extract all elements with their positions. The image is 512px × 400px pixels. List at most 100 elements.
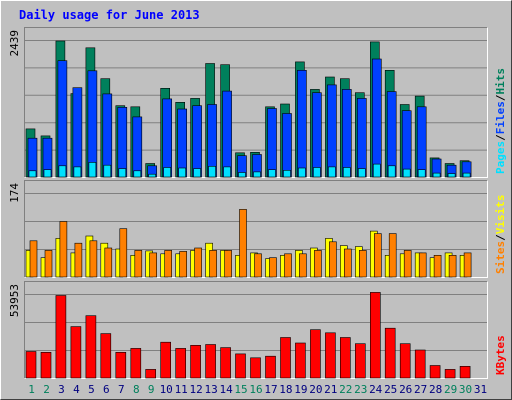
x-tick-day-29: 29 <box>444 383 457 396</box>
panel-bevel-dark <box>24 180 488 278</box>
bar-sites-day-25 <box>388 233 397 278</box>
x-tick-day-25: 25 <box>384 383 397 396</box>
bar-kbytes-day-20 <box>310 329 321 379</box>
bar-pages-day-27 <box>417 169 426 178</box>
bar-files-day-4 <box>72 87 83 178</box>
bar-kbytes-day-27 <box>414 349 426 379</box>
bar-sites-day-8 <box>134 250 143 278</box>
bar-pages-day-29 <box>447 173 456 178</box>
series-legend: Sites/Visits <box>494 195 507 275</box>
legend-pages: Pages <box>494 141 507 174</box>
x-tick-day-3: 3 <box>58 383 65 396</box>
bar-kbytes-day-25 <box>384 327 396 379</box>
bar-pages-day-20 <box>313 167 321 178</box>
bar-pages-day-15 <box>238 172 246 178</box>
bar-sites-day-9 <box>149 252 157 278</box>
bar-files-day-25 <box>386 91 397 178</box>
series-legend: Pages/Files/Hits <box>494 68 507 174</box>
x-tick-day-20: 20 <box>309 383 322 396</box>
bar-kbytes-day-28 <box>429 365 441 379</box>
bar-sites-day-12 <box>194 247 202 278</box>
bar-kbytes-day-30 <box>459 365 471 379</box>
x-tick-day-30: 30 <box>459 383 472 396</box>
panel-bevel-light <box>24 27 488 178</box>
bar-files-day-11 <box>177 108 187 178</box>
bar-files-day-17 <box>267 108 277 178</box>
x-tick-day-1: 1 <box>28 383 35 396</box>
bar-pages-day-17 <box>268 169 276 178</box>
legend-visits: Visits <box>494 195 507 235</box>
bar-sites-day-19 <box>299 253 307 278</box>
bar-kbytes-day-14 <box>220 347 231 379</box>
bar-kbytes-day-11 <box>175 348 186 379</box>
bar-sites-day-13 <box>209 250 217 278</box>
bar-kbytes-day-23 <box>354 343 366 379</box>
bar-kbytes-day-21 <box>325 332 336 379</box>
panel-bevel-light <box>24 281 488 379</box>
bar-sites-day-11 <box>179 251 187 278</box>
bar-pages-day-19 <box>298 167 306 178</box>
bar-files-day-7 <box>117 107 128 178</box>
bar-pages-day-30 <box>462 172 471 178</box>
x-tick-day-21: 21 <box>324 383 337 396</box>
x-tick-day-9: 9 <box>148 383 155 396</box>
bar-files-day-6 <box>102 93 113 178</box>
bar-pages-day-8 <box>133 170 142 178</box>
bar-pages-day-2 <box>43 169 52 178</box>
panel-bevel-dark <box>24 27 488 178</box>
x-tick-day-7: 7 <box>118 383 125 396</box>
x-tick-day-19: 19 <box>294 383 307 396</box>
legend-separator: / <box>494 134 507 141</box>
bar-pages-day-21 <box>328 166 336 178</box>
bar-sites-day-17 <box>269 257 277 278</box>
x-tick-day-6: 6 <box>103 383 110 396</box>
bar-sites-day-21 <box>329 241 337 278</box>
bar-pages-day-5 <box>88 162 97 178</box>
bar-files-day-18 <box>282 113 292 178</box>
legend-files: Files <box>494 101 507 134</box>
x-tick-day-4: 4 <box>73 383 80 396</box>
bar-sites-day-22 <box>343 248 352 278</box>
x-tick-day-27: 27 <box>414 383 427 396</box>
bar-files-day-21 <box>327 84 337 178</box>
bar-sites-day-24 <box>373 233 382 278</box>
bar-kbytes-day-4 <box>70 326 82 379</box>
bar-sites-day-30 <box>463 252 472 278</box>
bar-pages-day-13 <box>208 166 216 178</box>
bar-pages-day-25 <box>387 165 396 178</box>
y-max-label: 2439 <box>8 30 21 57</box>
bar-files-day-8 <box>132 116 143 178</box>
x-tick-day-14: 14 <box>219 383 233 396</box>
bar-pages-day-3 <box>58 165 67 178</box>
bar-kbytes-day-12 <box>190 344 201 379</box>
chart-title: Daily usage for June 2013 <box>19 8 200 22</box>
bar-kbytes-day-16 <box>250 357 261 379</box>
bar-files-day-27 <box>416 106 427 178</box>
bar-pages-day-7 <box>118 168 127 178</box>
bar-pages-day-26 <box>402 168 411 178</box>
bar-kbytes-day-19 <box>295 342 306 379</box>
bar-sites-day-5 <box>89 240 98 278</box>
bar-sites-day-10 <box>164 250 172 278</box>
x-tick-day-15: 15 <box>234 383 247 396</box>
bar-sites-day-3 <box>59 221 68 278</box>
x-tick-day-17: 17 <box>264 383 277 396</box>
bar-files-day-12 <box>192 105 202 178</box>
x-tick-day-11: 11 <box>175 383 188 396</box>
bar-sites-day-2 <box>44 250 53 278</box>
bar-pages-day-24 <box>372 163 381 178</box>
bar-kbytes-day-18 <box>280 337 291 379</box>
x-tick-day-23: 23 <box>354 383 367 396</box>
bar-pages-day-12 <box>193 168 201 178</box>
legend-hits: Hits <box>494 68 507 95</box>
x-tick-day-28: 28 <box>429 383 442 396</box>
x-tick-day-18: 18 <box>279 383 292 396</box>
bar-sites-day-14 <box>224 250 232 278</box>
bar-kbytes-day-8 <box>130 348 142 379</box>
legend-separator: / <box>494 94 507 101</box>
bar-kbytes-day-3 <box>55 295 67 379</box>
bar-files-day-10 <box>162 98 172 178</box>
